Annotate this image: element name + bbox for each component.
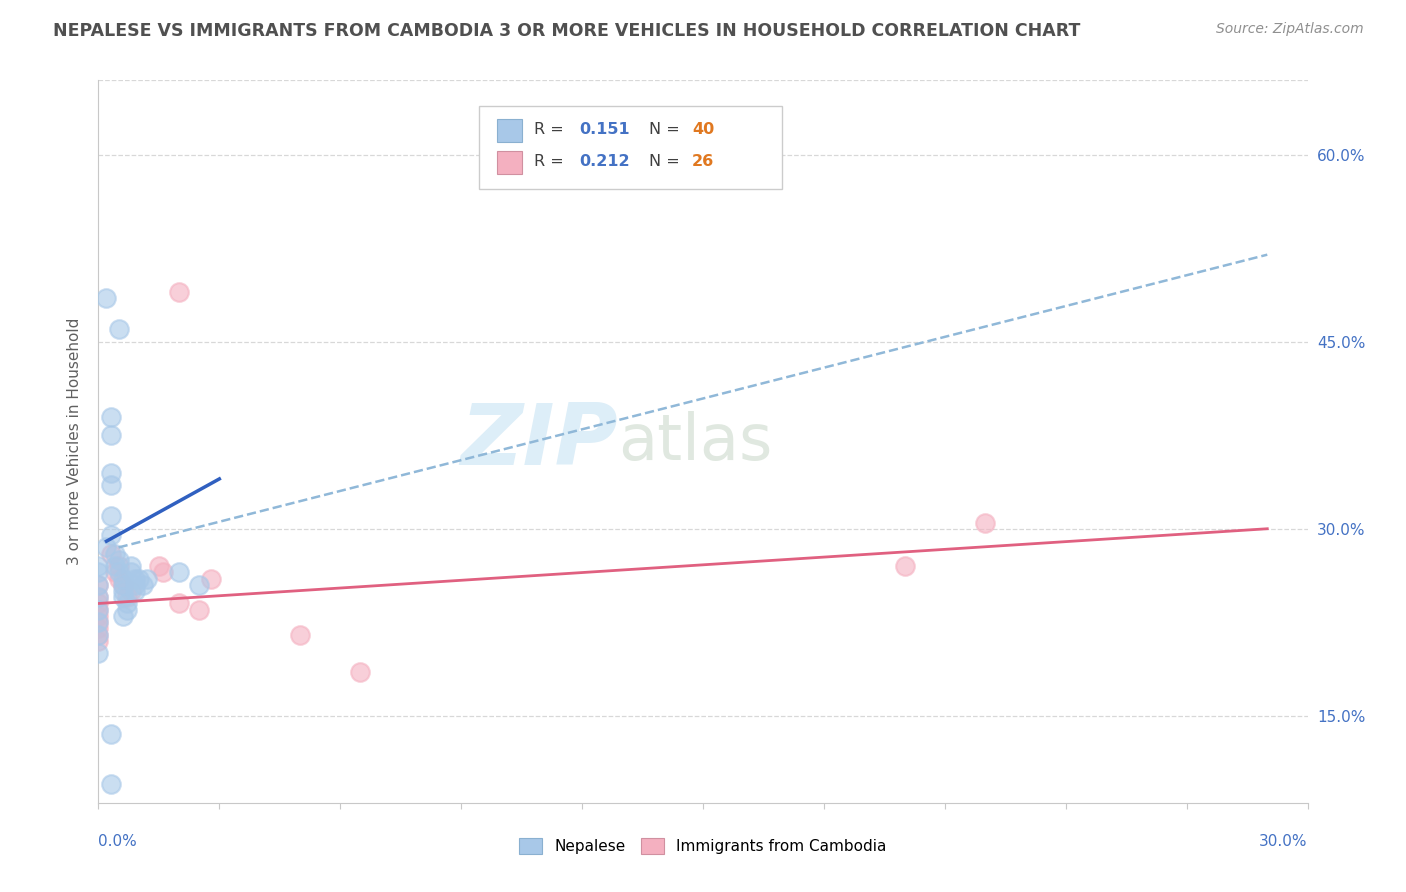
- FancyBboxPatch shape: [479, 105, 782, 189]
- Point: [107, 566, 129, 580]
- Point: [103, 559, 125, 574]
- Point: [87, 597, 110, 611]
- Point: [148, 559, 170, 574]
- Point: [107, 572, 129, 586]
- Text: R =: R =: [534, 154, 568, 169]
- Point: [100, 478, 122, 492]
- Point: [87, 633, 110, 648]
- Text: NEPALESE VS IMMIGRANTS FROM CAMBODIA 3 OR MORE VEHICLES IN HOUSEHOLD CORRELATION: NEPALESE VS IMMIGRANTS FROM CAMBODIA 3 O…: [53, 22, 1081, 40]
- Point: [167, 285, 190, 299]
- Point: [100, 509, 122, 524]
- Text: 0.151: 0.151: [579, 122, 630, 136]
- Point: [152, 566, 174, 580]
- Point: [96, 541, 118, 555]
- Point: [87, 609, 110, 624]
- Point: [107, 322, 129, 336]
- Point: [132, 578, 155, 592]
- Text: atlas: atlas: [619, 410, 773, 473]
- Point: [167, 566, 190, 580]
- Y-axis label: 3 or more Vehicles in Household: 3 or more Vehicles in Household: [66, 318, 82, 566]
- Text: N =: N =: [648, 122, 685, 136]
- Point: [120, 584, 142, 599]
- Point: [111, 578, 134, 592]
- Point: [111, 609, 134, 624]
- Bar: [498, 119, 522, 142]
- Point: [124, 578, 146, 592]
- Point: [87, 566, 110, 580]
- Point: [120, 559, 142, 574]
- Text: Source: ZipAtlas.com: Source: ZipAtlas.com: [1216, 22, 1364, 37]
- Point: [124, 572, 146, 586]
- Point: [111, 578, 134, 592]
- Point: [974, 516, 997, 530]
- Point: [111, 591, 134, 605]
- Point: [87, 621, 110, 635]
- Point: [349, 665, 371, 679]
- Point: [87, 615, 110, 630]
- Point: [115, 597, 138, 611]
- Text: ZIP: ZIP: [461, 400, 619, 483]
- Legend: Nepalese, Immigrants from Cambodia: Nepalese, Immigrants from Cambodia: [513, 832, 893, 860]
- Point: [103, 566, 125, 580]
- Point: [100, 409, 122, 424]
- Point: [87, 591, 110, 605]
- Point: [87, 578, 110, 592]
- Point: [100, 466, 122, 480]
- Point: [124, 584, 146, 599]
- Point: [288, 627, 311, 641]
- Point: [100, 528, 122, 542]
- Point: [128, 572, 150, 586]
- Text: 0.212: 0.212: [579, 154, 630, 169]
- Text: N =: N =: [648, 154, 685, 169]
- Point: [167, 597, 190, 611]
- Point: [188, 603, 211, 617]
- Point: [87, 646, 110, 660]
- Point: [115, 603, 138, 617]
- Text: 30.0%: 30.0%: [1260, 834, 1308, 849]
- Point: [87, 578, 110, 592]
- Point: [103, 547, 125, 561]
- Point: [107, 553, 129, 567]
- Point: [100, 777, 122, 791]
- Point: [87, 615, 110, 630]
- Point: [87, 591, 110, 605]
- Point: [87, 603, 110, 617]
- Point: [111, 584, 134, 599]
- Bar: [498, 151, 522, 174]
- Point: [188, 578, 211, 592]
- Point: [120, 566, 142, 580]
- Point: [115, 591, 138, 605]
- Point: [893, 559, 915, 574]
- Text: 0.0%: 0.0%: [98, 834, 138, 849]
- Point: [200, 572, 222, 586]
- Point: [87, 603, 110, 617]
- Point: [100, 428, 122, 442]
- Point: [100, 547, 122, 561]
- Point: [87, 627, 110, 641]
- Point: [107, 559, 129, 574]
- Point: [87, 559, 110, 574]
- Point: [100, 727, 122, 741]
- Text: 40: 40: [692, 122, 714, 136]
- Text: R =: R =: [534, 122, 568, 136]
- Point: [96, 291, 118, 305]
- Point: [111, 572, 134, 586]
- Point: [87, 627, 110, 641]
- Text: 26: 26: [692, 154, 714, 169]
- Point: [135, 572, 157, 586]
